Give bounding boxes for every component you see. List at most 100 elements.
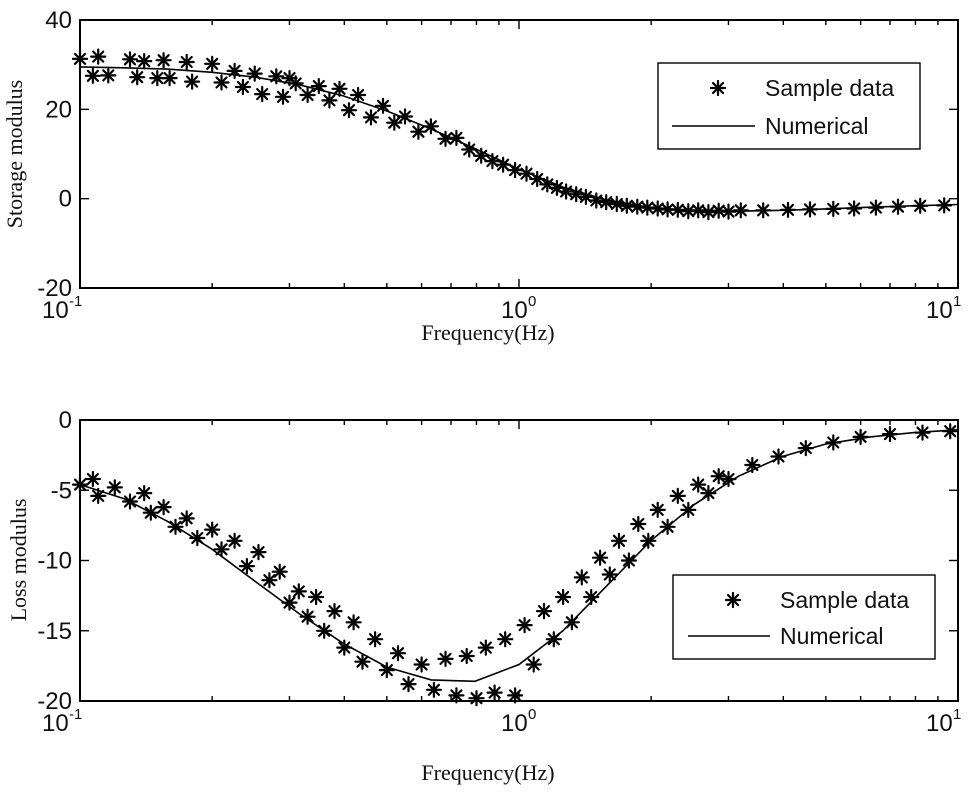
sample-data-point: [234, 78, 251, 96]
sample-data-point: [506, 162, 524, 179]
y-tick-labels: 0 -5 -10 -15 -20: [37, 407, 72, 715]
sample-data-point: [473, 147, 490, 164]
legend: Sample data Numerical: [672, 574, 936, 660]
sample-data-point: [889, 198, 907, 215]
sample-data-point: [720, 470, 737, 488]
sample-data-point: [250, 543, 267, 561]
sample-data-point: [299, 608, 316, 625]
sample-data-point: [142, 504, 159, 521]
sample-data-point: [184, 73, 201, 90]
x-tick-label: 10: [926, 710, 953, 737]
sample-data-point: [345, 614, 362, 631]
x-tick-label: 10: [42, 710, 69, 737]
legend-label-sample-data: Sample data: [765, 75, 894, 101]
sample-data-point: [700, 204, 717, 221]
sample-data-point: [71, 50, 89, 68]
sample-data-point: [350, 86, 367, 104]
sample-data-point: [246, 65, 263, 82]
sample-data-point: [287, 75, 304, 92]
y-axis-title: Loss modulus: [6, 499, 31, 622]
sample-data-point: [608, 195, 625, 213]
sample-data-point: [410, 123, 427, 140]
sample-data-point: [316, 622, 333, 639]
sample-data-point: [801, 201, 819, 218]
sample-data-point: [588, 192, 605, 209]
sample-data-point: [362, 109, 380, 126]
sample-data-point: [90, 487, 107, 504]
y-tick-label: 0: [59, 186, 72, 213]
sample-data-point: [568, 186, 585, 203]
y-tick-label: -15: [37, 618, 72, 645]
sample-data-point: [525, 656, 542, 673]
sample-data-point: [308, 588, 325, 606]
sample-data-point: [700, 485, 717, 502]
sample-data-point: [577, 188, 595, 205]
sample-data-point: [299, 86, 316, 104]
sample-data-point: [845, 200, 863, 217]
axis-ticks: [79, 19, 958, 289]
y-tick-label: 20: [45, 96, 72, 123]
sample-data-point: [649, 501, 666, 518]
sample-data-point: [573, 569, 590, 586]
axis-ticks: [79, 419, 958, 702]
x-tick-labels: 10 -1 10 0 10 1: [42, 293, 961, 324]
sample-data-point: [290, 583, 307, 600]
sample-data-point: [178, 510, 195, 527]
sample-data-point: [914, 424, 931, 441]
sample-data-point: [591, 549, 609, 566]
sample-data-point: [136, 52, 153, 70]
sample-data-point: [422, 118, 439, 135]
sample-data-point: [563, 614, 581, 631]
sample-data-point: [486, 684, 503, 701]
sample-data-point: [213, 541, 230, 558]
x-tick-label: 10: [42, 297, 69, 324]
sample-data-point: [506, 687, 524, 704]
sample-data-point: [321, 92, 338, 109]
sample-data-point: [610, 532, 628, 549]
sample-data-point: [557, 183, 575, 200]
sample-data-point: [413, 656, 430, 673]
sample-data-point: [437, 650, 454, 668]
legend-marker: [709, 79, 727, 97]
x-tick-label-exponent: 1: [953, 706, 961, 723]
sample-data-point: [640, 532, 657, 549]
sample-data-point: [425, 681, 442, 698]
sample-data-point: [213, 74, 230, 91]
sample-data-point: [71, 476, 89, 493]
y-tick-label: -20: [37, 275, 72, 302]
sample-data-point: [458, 647, 475, 665]
sample-data-point: [936, 197, 953, 214]
sample-data-point: [448, 129, 465, 146]
x-tick-label: 10: [501, 297, 528, 324]
y-tick-label: -10: [37, 548, 72, 575]
legend-marker: [724, 591, 742, 609]
sample-data-point: [852, 428, 869, 445]
x-tick-label-exponent: 0: [528, 293, 536, 310]
sample-data-point: [204, 55, 221, 72]
sample-data-point: [254, 85, 271, 103]
sample-data-point: [942, 423, 959, 440]
sample-data-point: [448, 687, 465, 704]
sample-data-point: [326, 602, 343, 620]
loss-modulus-plot: 0-5-10-15-20 10 -1 10 0 10 1 Frequency(Hz) Lo…: [6, 407, 961, 785]
sample-data-point: [867, 199, 885, 216]
x-tick-labels: 10 -1 10 0 10 1: [42, 706, 961, 737]
sample-data-point: [161, 69, 178, 87]
y-tick-label: 40: [45, 7, 72, 34]
sample-data-point: [881, 426, 899, 443]
sample-data-point: [720, 203, 737, 220]
sample-data-point: [121, 51, 139, 68]
sample-data-point: [497, 631, 514, 648]
sample-data-point: [797, 440, 814, 457]
sample-data-point: [659, 518, 676, 535]
sample-data-point: [106, 479, 123, 496]
sample-data-point: [535, 602, 553, 620]
sample-data-point: [281, 594, 298, 611]
sample-data-point: [912, 197, 929, 214]
sample-data-point: [680, 501, 697, 518]
sample-data-point: [238, 557, 255, 575]
x-tick-label-exponent: 1: [953, 293, 961, 310]
sample-data-point: [601, 566, 618, 583]
sample-data-point: [100, 67, 117, 84]
sample-data-point: [367, 631, 384, 648]
